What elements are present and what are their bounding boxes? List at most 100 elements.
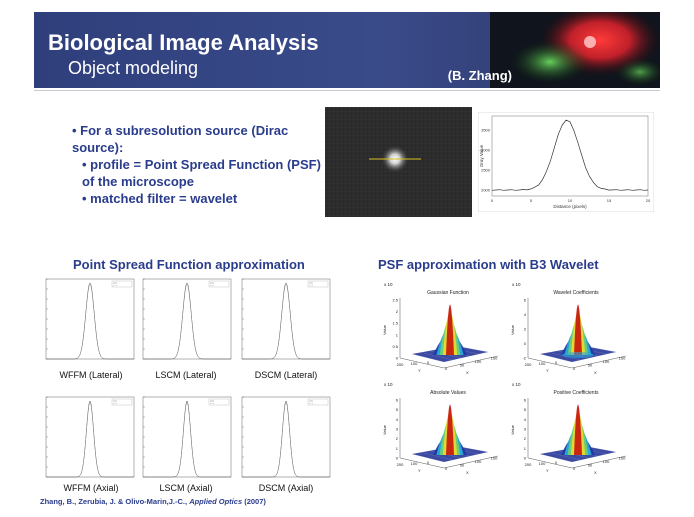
surface-xlabel: X xyxy=(594,370,597,375)
psf-plot xyxy=(40,393,138,488)
surface-ztick: 6 xyxy=(524,398,527,403)
surface-xtick: 0 xyxy=(573,366,576,371)
bullet-item: • matched filter = wavelet xyxy=(82,191,238,206)
surface-xlabel: X xyxy=(466,370,469,375)
profile-xtick: 10 xyxy=(568,198,573,203)
surface-ztick: 2 xyxy=(396,436,399,441)
surface-plot: x 10 Absolute Values 6 5 4 3 2 1 0 Value 200 100 0 0 5… xyxy=(378,380,504,483)
surface-ytick: 100 xyxy=(539,461,546,466)
surface-exponent: x 10 xyxy=(384,382,393,387)
slide-header: Biological Image Analysis Object modelin… xyxy=(34,12,660,88)
surface-xtick: 0 xyxy=(573,466,576,471)
surface-ylabel: Y xyxy=(418,368,421,373)
psf-plot xyxy=(40,275,138,370)
section-title-psf: Point Spread Function approximation xyxy=(73,257,305,272)
surface-ztick: 3 xyxy=(524,427,527,432)
surface-xtick: 50 xyxy=(460,363,465,368)
surface-ztick: 2 xyxy=(396,309,399,314)
profile-xtick: 5 xyxy=(530,198,533,203)
surface-ztick: 0 xyxy=(396,456,399,461)
surface-xlabel: X xyxy=(594,470,597,475)
surface-xtick: 50 xyxy=(588,463,593,468)
psf-plot xyxy=(137,275,235,370)
section-title-wavelet: PSF approximation with B3 Wavelet xyxy=(378,257,599,272)
profile-xlabel: Distance (pixels) xyxy=(553,204,587,209)
surface-xtick: 50 xyxy=(588,363,593,368)
surface-ztick: 2 xyxy=(524,436,527,441)
surface-ztick: 1 xyxy=(396,446,399,451)
surface-ztick: 4 xyxy=(524,417,527,422)
reference-authors: Zhang, B., Zerubia, J. & Olivo-Marin,J.-… xyxy=(40,497,190,506)
surface-zlabel: Value xyxy=(510,424,515,435)
surface-ytick: 0 xyxy=(427,360,430,365)
surface-ztick: 6 xyxy=(396,398,399,403)
surface-ztick: 3 xyxy=(396,427,399,432)
surface-zlabel: Value xyxy=(382,424,387,435)
surface-ylabel: Y xyxy=(546,468,549,473)
surface-title: Positive Coefficients xyxy=(554,390,599,396)
surface-ytick: 200 xyxy=(525,462,532,467)
surface-xlabel: X xyxy=(466,470,469,475)
surface-xtick: 150 xyxy=(619,456,626,461)
cell-image-banner xyxy=(490,12,660,88)
surface-xtick: 0 xyxy=(445,366,448,371)
surface-ztick: 0 xyxy=(524,341,527,346)
surface-zlabel: Value xyxy=(510,324,515,335)
surface-ztick: 1 xyxy=(524,446,527,451)
bullet-item: • For a subresolution source (Dirac sour… xyxy=(72,123,289,155)
surface-ztick: 2.5 xyxy=(392,298,398,303)
reference-citation: Zhang, B., Zerubia, J. & Olivo-Marin,J.-… xyxy=(40,497,266,506)
psf-plot xyxy=(236,275,334,370)
profile-ytick: 2500 xyxy=(481,168,491,173)
profile-ytick: 3000 xyxy=(481,148,491,153)
surface-ytick: 200 xyxy=(397,462,404,467)
surface-xtick: 100 xyxy=(475,459,482,464)
surface-ytick: 100 xyxy=(411,361,418,366)
psf-caption: DSCM (Axial) xyxy=(258,483,314,493)
surface-ytick: 100 xyxy=(411,461,418,466)
surface-xtick: 100 xyxy=(475,359,482,364)
profile-xtick: 20 xyxy=(646,198,651,203)
bullet-list: • For a subresolution source (Dirac sour… xyxy=(72,122,322,207)
surface-xtick: 100 xyxy=(603,359,610,364)
surface-ztick: 4 xyxy=(396,417,399,422)
microscope-point-source-image xyxy=(325,107,472,217)
reference-journal: Applied Optics xyxy=(189,497,243,506)
surface-ztick: 0 xyxy=(524,456,527,461)
page-subtitle: Object modeling xyxy=(68,58,199,78)
surface-ytick: 0 xyxy=(427,460,430,465)
surface-xtick: 0 xyxy=(445,466,448,471)
intensity-profile-chart: 2000 2500 3000 3500 0 5 10 15 20 Distance (pixe… xyxy=(477,111,655,213)
surface-xtick: 150 xyxy=(491,456,498,461)
surface-plot: x 10 Wavelet Coefficients 6 4 2 0 -2 Value 200 10… xyxy=(506,280,632,383)
surface-ztick: 0.5 xyxy=(392,344,398,349)
surface-ztick: 2 xyxy=(524,327,527,332)
surface-ztick: -2 xyxy=(522,356,526,361)
surface-ztick: 4 xyxy=(524,312,527,317)
surface-plot: x 10 Positive Coefficients 6 5 4 3 2 1 0 Value 200… xyxy=(506,380,632,483)
reference-year: (2007) xyxy=(242,497,266,506)
profile-xtick: 15 xyxy=(607,198,612,203)
author-label: (B. Zhang) xyxy=(447,68,512,83)
surface-ytick: 100 xyxy=(539,361,546,366)
psf-caption: WFFM (Lateral) xyxy=(59,370,123,380)
surface-zlabel: Value xyxy=(382,324,387,335)
surface-exponent: x 10 xyxy=(512,382,521,387)
psf-caption: LSCM (Axial) xyxy=(159,483,213,493)
profile-xtick: 0 xyxy=(491,198,494,203)
surface-title: Gaussian Function xyxy=(427,290,469,296)
surface-title: Absolute Values xyxy=(430,390,466,396)
psf-caption: DSCM (Lateral) xyxy=(254,370,318,380)
surface-xtick: 150 xyxy=(619,356,626,361)
psf-plot xyxy=(137,393,235,488)
profile-ytick: 2000 xyxy=(481,188,491,193)
profile-ytick: 3500 xyxy=(481,128,491,133)
surface-xtick: 100 xyxy=(603,459,610,464)
page-title: Biological Image Analysis xyxy=(48,30,319,55)
surface-ztick: 6 xyxy=(524,298,527,303)
surface-ztick: 1.5 xyxy=(392,321,398,326)
surface-plot: x 10 Gaussian Function 2.5 2 1.5 1 0.5 0 Value 20… xyxy=(378,280,504,383)
surface-title: Wavelet Coefficients xyxy=(553,290,599,296)
psf-plot xyxy=(236,393,334,488)
